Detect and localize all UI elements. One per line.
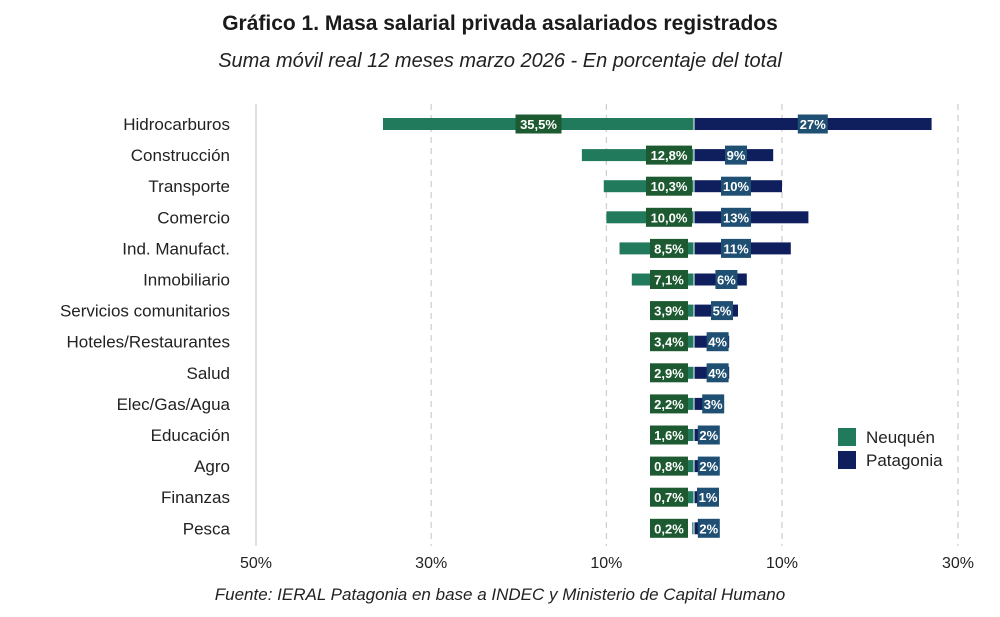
chart-title: Gráfico 1. Masa salarial privada asalari… (222, 12, 778, 35)
category-label: Educación (151, 426, 230, 445)
bar-neuquen (687, 491, 694, 504)
data-label-neuquen: 10,3% (651, 179, 688, 194)
data-label-patagonia: 10% (723, 179, 749, 194)
data-label-patagonia: 4% (708, 335, 727, 350)
data-label-bg-neuquen (650, 487, 688, 507)
data-label-bg-neuquen (646, 145, 692, 165)
data-label-bg-patagonia (697, 487, 719, 507)
data-label-neuquen: 0,2% (654, 521, 684, 536)
data-label-neuquen: 12,8% (651, 148, 688, 163)
data-label-neuquen: 2,9% (654, 366, 684, 381)
chart-source: Fuente: IERAL Patagonia en base a INDEC … (214, 585, 786, 604)
data-label-patagonia: 2% (699, 521, 718, 536)
x-tick-label: 10% (766, 555, 798, 572)
data-label-bg-neuquen (646, 207, 692, 227)
category-label: Elec/Gas/Agua (117, 395, 231, 414)
data-label-patagonia: 1% (699, 490, 718, 505)
data-label-neuquen: 7,1% (654, 273, 684, 288)
category-label: Agro (194, 457, 230, 476)
legend: Neuquén Patagonia (838, 428, 943, 470)
data-label-bg-neuquen (650, 363, 688, 383)
data-label-bg-patagonia (721, 207, 751, 227)
data-label-patagonia: 2% (699, 459, 718, 474)
data-label-bg-neuquen (650, 394, 688, 414)
data-label-bg-neuquen (650, 518, 688, 538)
category-label: Hidrocarburos (123, 115, 230, 134)
data-label-neuquen: 35,5% (520, 117, 557, 132)
bar-neuquen (686, 460, 694, 473)
data-label-bg-neuquen (650, 332, 688, 352)
data-label-bg-neuquen (650, 456, 688, 476)
data-label-bg-neuquen (650, 425, 688, 445)
data-label-bg-patagonia (711, 301, 733, 321)
data-label-neuquen: 1,6% (654, 428, 684, 443)
category-label: Ind. Manufact. (122, 239, 230, 258)
data-label-bg-neuquen (650, 270, 688, 289)
data-label-bg-patagonia (725, 145, 747, 165)
data-label-patagonia: 27% (800, 117, 826, 132)
category-label: Hoteles/Restaurantes (67, 333, 230, 352)
data-label-bg-neuquen (515, 114, 562, 134)
data-label-neuquen: 8,5% (654, 241, 684, 256)
data-label-patagonia: 4% (708, 366, 727, 381)
category-label: Pesca (183, 519, 231, 538)
data-label-bg-patagonia (706, 363, 729, 383)
data-label-bg-patagonia (706, 332, 729, 352)
data-label-bg-patagonia (697, 456, 720, 476)
data-label-bg-patagonia (697, 425, 720, 445)
bar-patagonia (694, 211, 809, 224)
grid-layer (255, 104, 959, 546)
data-label-patagonia: 9% (727, 148, 746, 163)
data-label-neuquen: 0,7% (654, 490, 684, 505)
data-label-bg-patagonia (715, 270, 738, 289)
data-label-bg-patagonia (721, 238, 751, 258)
chart-subtitle: Suma móvil real 12 meses marzo 2026 - En… (218, 50, 782, 72)
legend-swatch-neuquén (838, 428, 856, 446)
x-tick-label: 10% (590, 555, 622, 572)
data-label-patagonia: 5% (713, 304, 732, 319)
x-tick-label: 30% (942, 555, 974, 572)
x-tick-label: 30% (415, 555, 447, 572)
data-label-bg-neuquen (650, 301, 688, 321)
data-label-bg-patagonia (721, 176, 751, 196)
data-label-bg-patagonia (702, 394, 725, 414)
category-label: Comercio (157, 208, 230, 227)
category-label: Transporte (148, 177, 230, 196)
data-label-neuquen: 10,0% (651, 210, 688, 225)
legend-label-patagonia: Patagonia (866, 451, 943, 470)
category-label: Construcción (131, 146, 230, 165)
data-label-bg-neuquen (650, 238, 688, 258)
data-label-neuquen: 3,9% (654, 304, 684, 319)
data-label-patagonia: 2% (699, 428, 718, 443)
category-label: Finanzas (161, 488, 230, 507)
data-label-neuquen: 2,2% (654, 397, 684, 412)
data-label-patagonia: 11% (723, 241, 749, 256)
data-label-patagonia: 6% (717, 273, 736, 288)
data-label-neuquen: 0,8% (654, 459, 684, 474)
category-label: Salud (187, 364, 230, 383)
category-label: Servicios comunitarios (60, 302, 230, 321)
data-label-bg-neuquen (646, 176, 692, 196)
legend-swatch-patagonia (838, 451, 856, 469)
axis-layer: 50% 30% 10% 10% 30% (240, 555, 974, 572)
bar-neuquen (692, 522, 694, 535)
data-label-patagonia: 13% (723, 210, 749, 225)
labels-layer: Hidrocarburos 35,5% 27% Construcción 12,8% 9%… (60, 114, 828, 538)
legend-label-neuquén: Neuquén (866, 428, 935, 447)
data-label-bg-patagonia (697, 518, 720, 538)
category-label: Inmobiliario (143, 271, 230, 290)
x-tick-label: 50% (240, 555, 272, 572)
data-label-patagonia: 3% (704, 397, 723, 412)
data-label-bg-patagonia (797, 114, 828, 134)
data-label-neuquen: 3,4% (654, 335, 684, 350)
